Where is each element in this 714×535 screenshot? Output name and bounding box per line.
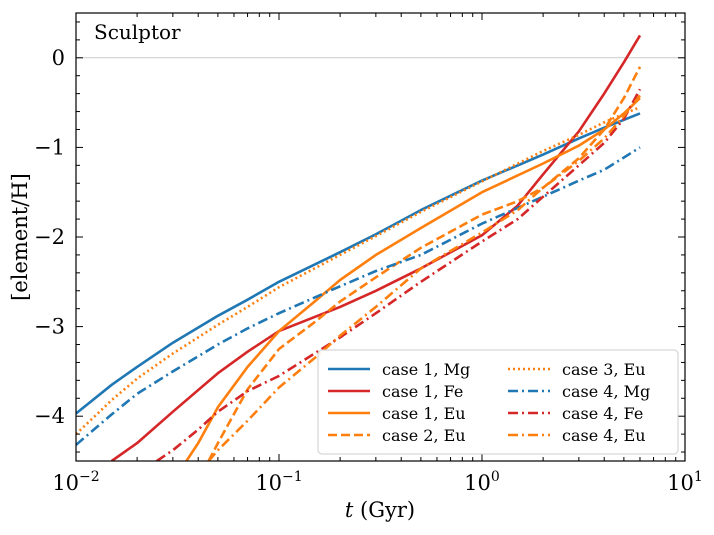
x-axis-var: t [345,498,354,522]
legend-label: case 1, Eu [382,404,466,423]
series-line-7 [156,88,642,461]
legend-label: case 1, Fe [382,382,463,401]
legend-label: case 4, Mg [562,382,650,401]
y-tick-label: 0 [52,46,65,70]
x-tick-label: 100 [464,469,500,495]
legend-label: case 4, Fe [562,404,643,423]
y-axis-title: [element/H] [8,173,32,301]
series-line-5 [76,105,641,436]
x-tick-label: 101 [667,469,703,495]
series-line-6 [76,146,641,446]
legend: case 1, Mg case 1, Fe case 1, Eu case 2, Eu… [317,349,679,455]
y-tick-label: −2 [34,225,65,249]
y-tick-label: −3 [34,315,65,339]
y-tick-label: −1 [34,135,65,159]
legend-box [317,349,679,455]
x-tick-label: 10−2 [52,469,99,495]
legend-label: case 4, Eu [562,426,646,445]
series-line-4 [207,66,642,461]
x-tick-label: 10−1 [255,469,302,495]
legend-label: case 2, Eu [382,426,466,445]
series-line-8 [207,94,642,461]
annotation-sculptor: Sculptor [94,20,181,44]
legend-label: case 1, Mg [382,360,470,379]
x-axis-unit: (Gyr) [353,498,415,522]
legend-label: case 3, Eu [562,360,646,379]
series-line-3 [185,97,641,461]
y-tick-label: −4 [34,404,65,428]
x-axis-title: t (Gyr) [345,498,415,522]
series-line-2 [110,34,642,461]
